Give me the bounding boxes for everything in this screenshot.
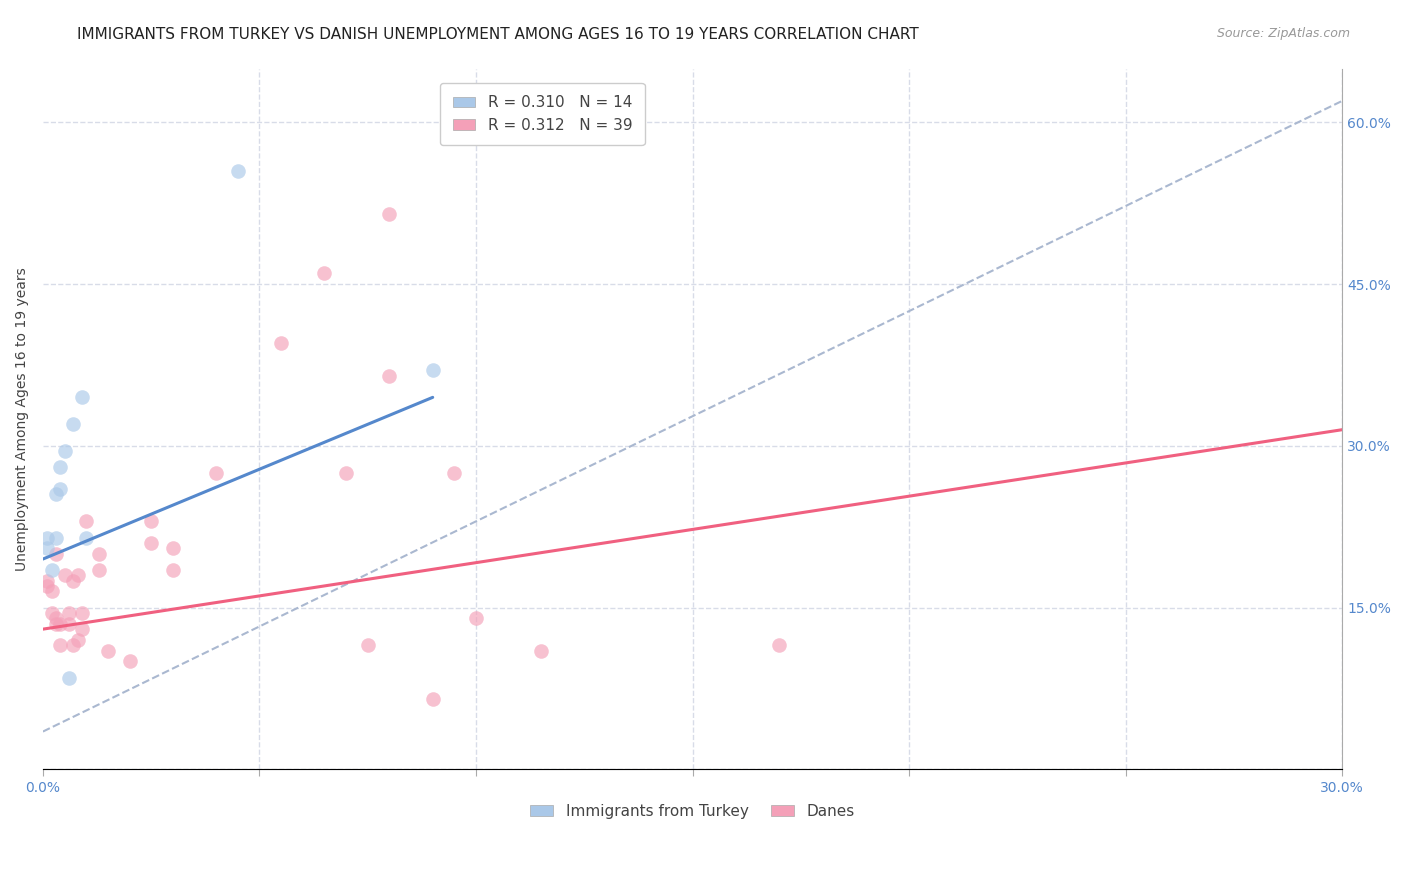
Point bbox=[314, 266, 336, 280]
Point bbox=[70, 606, 93, 620]
Point bbox=[205, 466, 228, 480]
Point bbox=[66, 568, 89, 582]
Point bbox=[768, 638, 790, 652]
Point bbox=[162, 563, 184, 577]
Point bbox=[357, 638, 380, 652]
Point bbox=[45, 531, 67, 545]
Point bbox=[41, 584, 63, 599]
Point bbox=[422, 363, 444, 377]
Point bbox=[53, 568, 76, 582]
Point bbox=[41, 606, 63, 620]
Point bbox=[62, 638, 84, 652]
Point bbox=[465, 611, 488, 625]
Point bbox=[162, 541, 184, 556]
Point bbox=[97, 643, 120, 657]
Point bbox=[66, 632, 89, 647]
Point bbox=[49, 616, 72, 631]
Point bbox=[49, 482, 72, 496]
Point bbox=[270, 336, 292, 351]
Point bbox=[58, 671, 80, 685]
Point bbox=[118, 655, 141, 669]
Text: Source: ZipAtlas.com: Source: ZipAtlas.com bbox=[1216, 27, 1350, 40]
Point bbox=[45, 487, 67, 501]
Point bbox=[141, 536, 163, 550]
Point bbox=[141, 514, 163, 528]
Point bbox=[58, 616, 80, 631]
Point bbox=[443, 466, 465, 480]
Point bbox=[41, 563, 63, 577]
Point bbox=[37, 579, 59, 593]
Point bbox=[37, 531, 59, 545]
Point bbox=[89, 547, 111, 561]
Text: IMMIGRANTS FROM TURKEY VS DANISH UNEMPLOYMENT AMONG AGES 16 TO 19 YEARS CORRELAT: IMMIGRANTS FROM TURKEY VS DANISH UNEMPLO… bbox=[77, 27, 920, 42]
Point bbox=[378, 368, 401, 383]
Point bbox=[335, 466, 357, 480]
Legend: Immigrants from Turkey, Danes: Immigrants from Turkey, Danes bbox=[524, 797, 860, 825]
Point bbox=[37, 574, 59, 588]
Point bbox=[53, 444, 76, 458]
Y-axis label: Unemployment Among Ages 16 to 19 years: Unemployment Among Ages 16 to 19 years bbox=[15, 267, 30, 571]
Point bbox=[58, 606, 80, 620]
Point bbox=[70, 390, 93, 404]
Point bbox=[89, 563, 111, 577]
Point bbox=[70, 622, 93, 636]
Point bbox=[37, 541, 59, 556]
Point bbox=[75, 514, 97, 528]
Point bbox=[378, 207, 401, 221]
Point bbox=[45, 611, 67, 625]
Point bbox=[422, 692, 444, 706]
Point bbox=[62, 417, 84, 432]
Point bbox=[49, 638, 72, 652]
Point bbox=[49, 460, 72, 475]
Point bbox=[62, 574, 84, 588]
Point bbox=[75, 531, 97, 545]
Point bbox=[45, 547, 67, 561]
Point bbox=[226, 164, 249, 178]
Point bbox=[45, 616, 67, 631]
Point bbox=[530, 643, 553, 657]
